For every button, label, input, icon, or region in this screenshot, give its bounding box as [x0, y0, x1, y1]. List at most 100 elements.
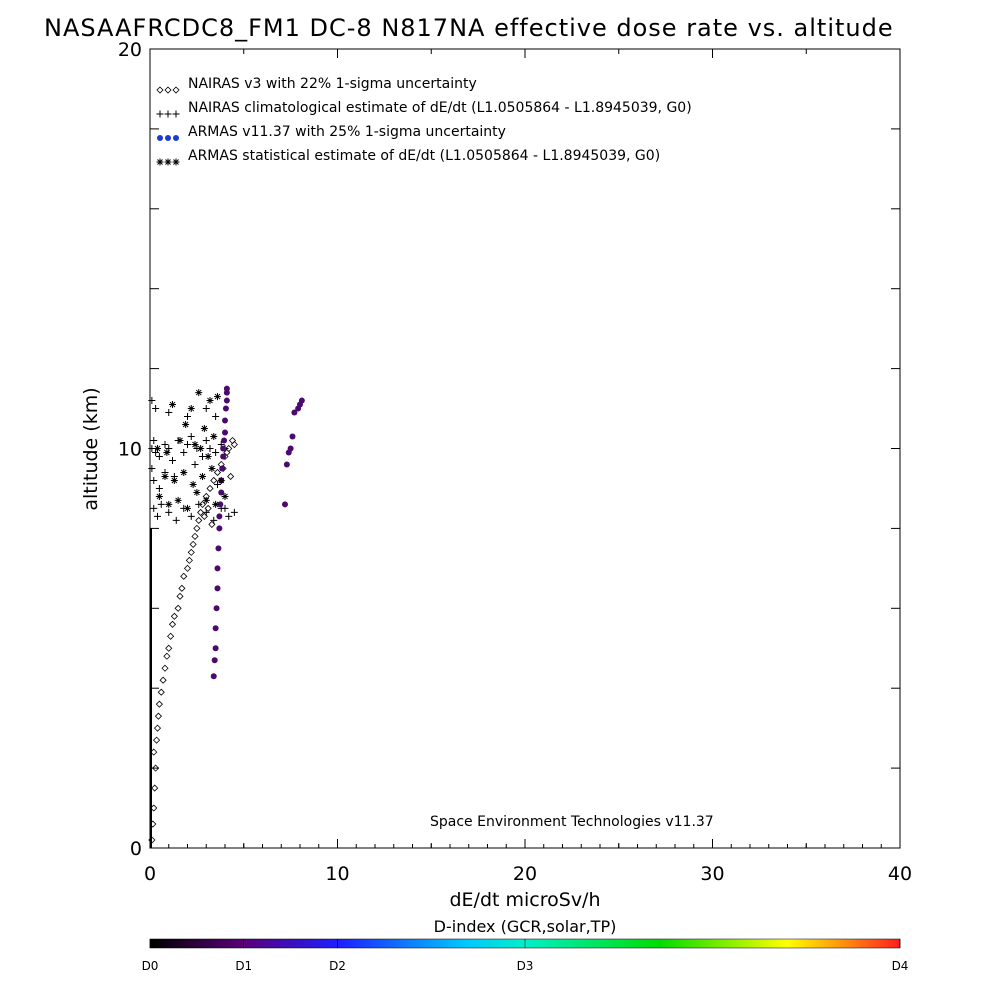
data-point-dot — [283, 461, 290, 468]
colorbar-label: D2 — [329, 959, 346, 973]
data-point-plus — [154, 512, 161, 520]
data-point-diamond — [148, 836, 156, 844]
data-point-asterisk — [193, 488, 201, 496]
data-point-diamond — [178, 584, 186, 592]
data-point-asterisk — [154, 445, 161, 452]
data-point-asterisk — [214, 393, 221, 401]
data-point-diamond — [152, 764, 160, 772]
legend-marker-dot — [173, 135, 179, 141]
data-point-plus — [221, 504, 229, 512]
data-point-asterisk — [212, 500, 220, 508]
data-point-plus — [230, 508, 238, 516]
plot-frame — [149, 48, 901, 849]
data-point-diamond — [154, 712, 163, 720]
data-point-dot — [216, 513, 223, 520]
data-point-plus — [202, 508, 210, 516]
data-point-plus — [165, 508, 173, 516]
data-point-asterisk — [206, 397, 214, 405]
axis-ticks: 0 10 20 30 40 0 10 20 — [118, 39, 912, 885]
data-point-diamond — [176, 592, 184, 600]
data-point-diamond — [150, 748, 158, 756]
data-point-diamond — [152, 736, 161, 744]
y-tick-label: 10 — [118, 439, 142, 461]
data-point-plus — [187, 512, 195, 520]
legend-entry: ARMAS v11.37 with 25% 1-sigma uncertaint… — [157, 124, 506, 141]
data-point-asterisk — [221, 492, 229, 500]
data-point-asterisk — [165, 500, 173, 508]
legend-marker-plus — [156, 110, 164, 118]
data-point-diamond — [213, 468, 222, 477]
legend: NAIRAS v3 with 22% 1-sigma uncertainty NA… — [156, 76, 692, 166]
data-point-diamond — [157, 688, 165, 696]
data-point-plus — [152, 405, 160, 413]
colorbar-title: D-index (GCR,solar,TP) — [434, 917, 617, 936]
data-point-asterisk — [169, 401, 176, 409]
data-point-diamond — [189, 540, 197, 548]
data-point-plus — [150, 504, 158, 512]
legend-label: NAIRAS v3 with 22% 1-sigma uncertainty — [188, 76, 477, 92]
data-point-diamond — [167, 632, 175, 640]
data-point-plus — [206, 445, 214, 452]
data-point-asterisk — [195, 389, 203, 397]
data-point-asterisk — [163, 448, 171, 456]
data-point-diamond — [180, 572, 188, 580]
colorbar-label: D3 — [517, 959, 534, 973]
data-point-plus — [212, 413, 220, 421]
data-point-dot — [221, 437, 228, 444]
data-point-diamond — [150, 804, 158, 812]
colorbar-label: D4 — [892, 959, 909, 973]
data-point-plus — [148, 464, 156, 472]
data-point-dot — [217, 501, 224, 508]
data-point-dot — [222, 429, 228, 436]
data-point-asterisk — [170, 476, 178, 484]
data-point-diamond — [159, 676, 167, 684]
x-tick-label: 30 — [700, 863, 724, 885]
data-point-diamond — [155, 700, 163, 708]
x-axis-label: dE/dt microSv/h — [449, 889, 600, 911]
legend-entry: NAIRAS climatological estimate of dE/dt … — [156, 100, 692, 118]
y-tick-label: 0 — [130, 838, 142, 860]
data-point-diamond — [191, 532, 199, 540]
data-point-plus — [180, 448, 188, 456]
x-tick-label: 10 — [325, 863, 349, 885]
data-point-plus — [225, 512, 233, 520]
data-point-dot — [298, 397, 305, 404]
legend-marker-diamond — [156, 86, 164, 94]
data-point-dot — [216, 525, 223, 532]
data-point-asterisk — [176, 437, 184, 445]
legend-marker-dot — [165, 135, 171, 141]
data-point-asterisk — [155, 492, 163, 500]
data-point-plus — [212, 448, 220, 456]
data-point-asterisk — [174, 496, 182, 504]
data-point-diamond — [193, 524, 201, 532]
data-point-plus — [165, 409, 173, 417]
data-point-dot — [210, 673, 217, 680]
data-point-diamond — [153, 724, 162, 732]
data-point-plus — [202, 437, 210, 445]
data-point-dot — [291, 409, 298, 416]
data-point-plus — [148, 397, 156, 405]
legend-label: ARMAS statistical estimate of dE/dt (L1.… — [188, 148, 660, 164]
data-point-diamond — [230, 440, 238, 449]
data-point-diamond — [174, 604, 182, 612]
data-point-diamond — [168, 620, 177, 628]
data-point-dot — [220, 453, 227, 460]
data-point-diamond — [206, 484, 214, 493]
colorbar-label: D1 — [235, 959, 252, 973]
chart-title: NASAAFRCDC8_FM1 DC-8 N817NA effective do… — [44, 14, 894, 42]
data-point-plus — [155, 452, 163, 460]
data-point-asterisk — [180, 468, 188, 476]
data-point-dot — [214, 565, 221, 572]
data-point-plus — [202, 405, 210, 413]
data-point-diamond — [163, 652, 171, 660]
data-point-asterisk — [208, 464, 216, 472]
legend-label: ARMAS v11.37 with 25% 1-sigma uncertaint… — [188, 124, 506, 140]
data-point-dot — [222, 405, 229, 412]
data-point-dot — [223, 397, 230, 404]
data-point-diamond — [149, 820, 157, 828]
colorbar-label: D0 — [142, 959, 159, 973]
data-point-plus — [214, 480, 221, 488]
x-tick-label: 40 — [888, 863, 912, 885]
data-point-diamond — [210, 476, 218, 485]
data-point-plus — [210, 516, 218, 524]
